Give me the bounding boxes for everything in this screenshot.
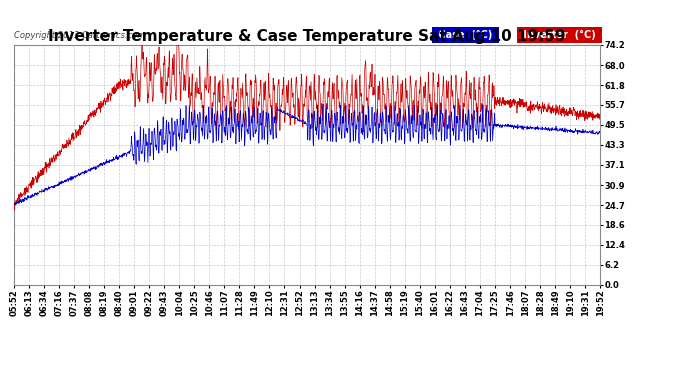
Text: Inverter  (°C): Inverter (°C) <box>520 30 599 40</box>
Text: Case  (°C): Case (°C) <box>435 30 496 40</box>
Text: Copyright 2013 Cartronics.com: Copyright 2013 Cartronics.com <box>14 31 145 40</box>
Title: Inverter Temperature & Case Temperature Sat Aug 10 19:59: Inverter Temperature & Case Temperature … <box>48 29 566 44</box>
